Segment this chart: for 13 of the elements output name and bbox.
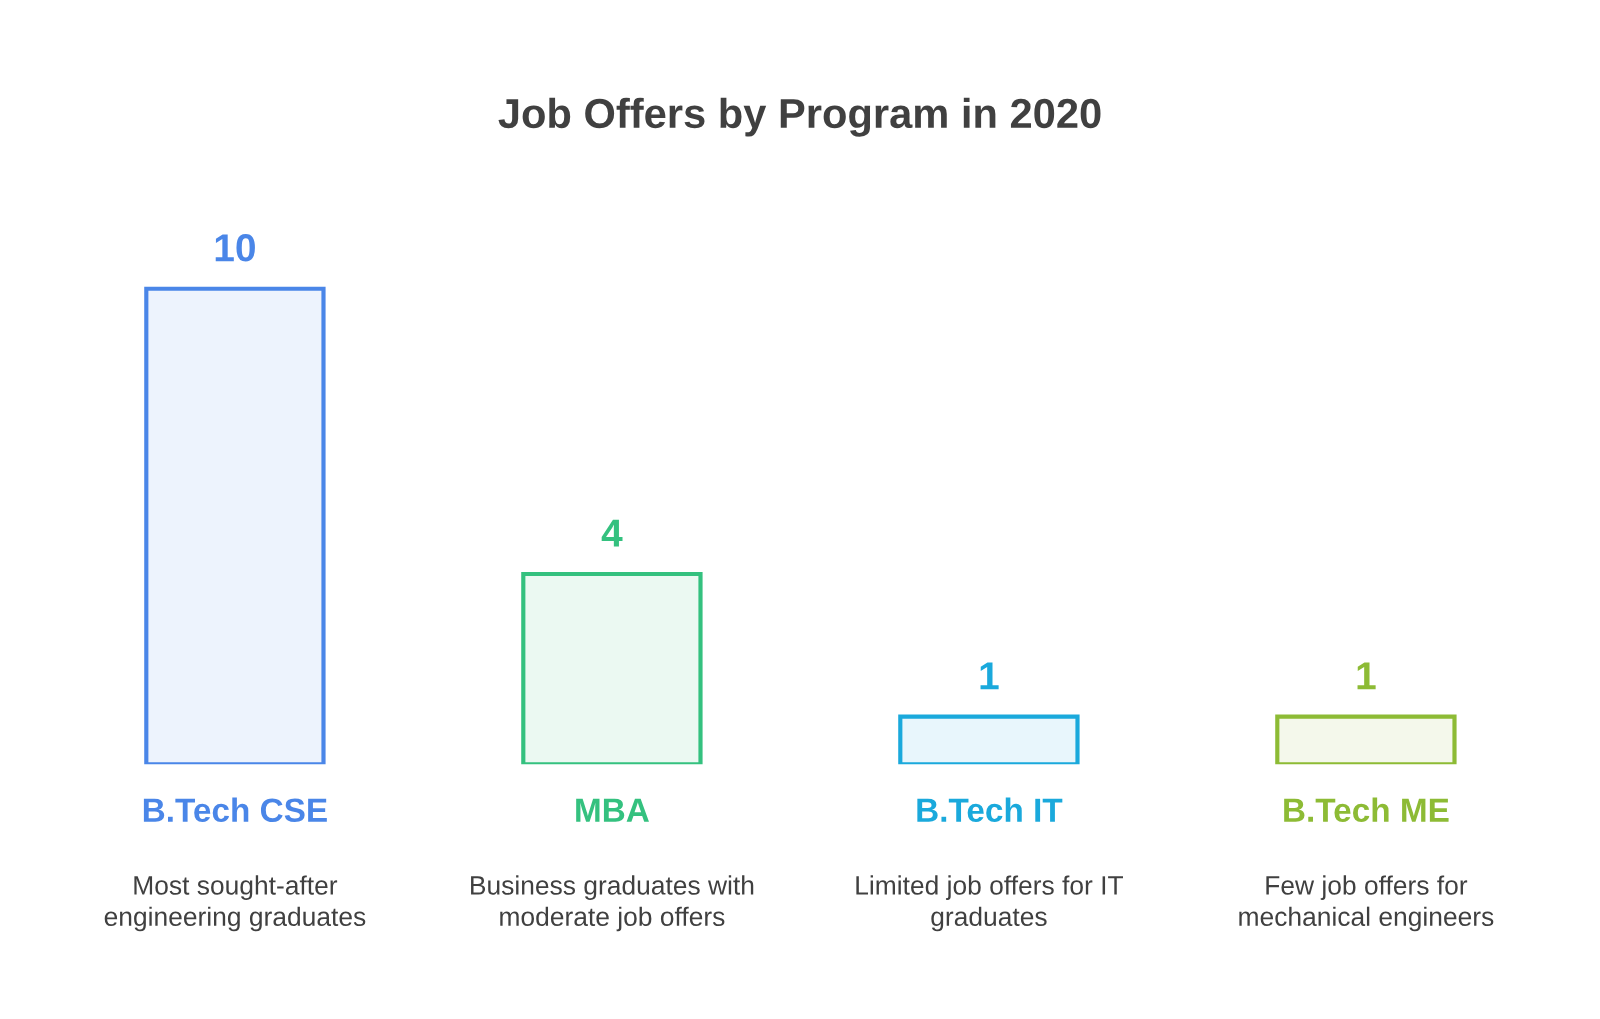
x-tick-label: MBA (576, 798, 649, 822)
text: Limited job offers for IT graduates (856, 875, 1123, 932)
data-label: 1 (980, 662, 999, 690)
x-tick-label: B.Tech CSE (143, 797, 327, 823)
data-label: 4 (601, 519, 623, 547)
x-tick-label: B.Tech IT (917, 797, 1063, 823)
chart-title: Job Offers by Program in 2020 (498, 97, 1101, 137)
text: Few job offers for mechanical engineers (1239, 875, 1494, 932)
data-label: 10 (215, 234, 255, 262)
data-label: 1 (1357, 662, 1376, 690)
text: Most sought-after engineering graduates (104, 875, 366, 932)
x-tick-label: B.Tech ME (1284, 797, 1449, 823)
text: Business graduates with moderate job offers (471, 875, 754, 932)
